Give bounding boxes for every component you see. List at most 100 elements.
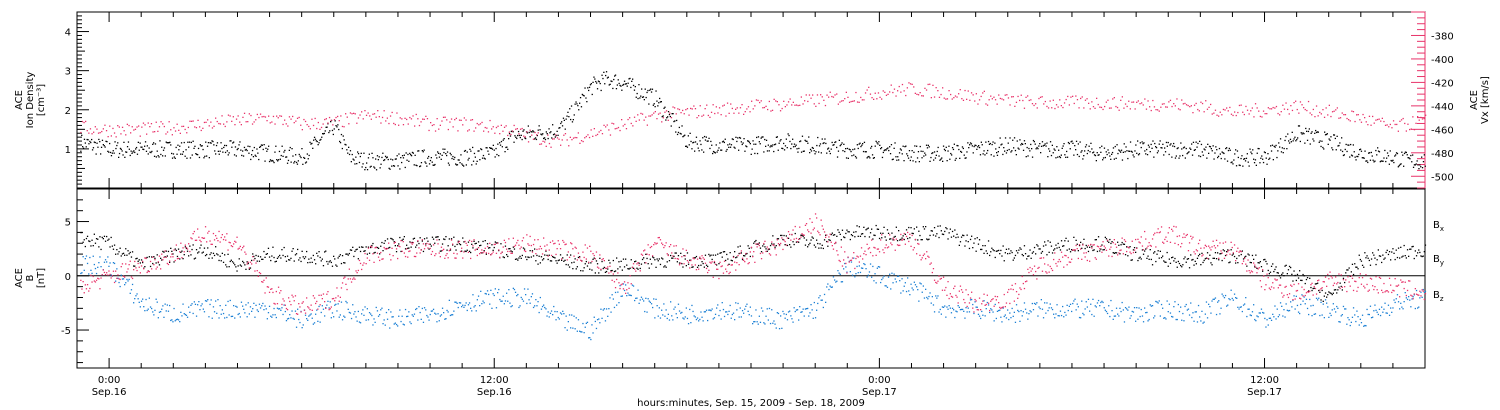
- series-by-point: [497, 292, 499, 294]
- series-by-point: [1265, 326, 1267, 328]
- series-bx-point: [876, 228, 878, 230]
- series-by-point: [413, 313, 416, 315]
- series-by-point: [682, 317, 684, 319]
- series-vx-point: [576, 137, 578, 139]
- series-ion-density-point: [1358, 153, 1360, 156]
- series-bx-point: [1311, 289, 1313, 292]
- series-vx-point: [922, 95, 924, 97]
- series-ion-density-point: [914, 145, 916, 147]
- series-vx-point: [1320, 113, 1322, 115]
- series-by-point: [448, 299, 450, 301]
- series-bx-point: [175, 249, 177, 252]
- series-by-point: [1324, 299, 1327, 301]
- series-ion-density-point: [1396, 152, 1399, 155]
- series-ion-density-point: [1380, 160, 1382, 162]
- series-by-point: [935, 295, 937, 297]
- series-bx-point: [135, 258, 137, 260]
- series-by-point: [767, 319, 769, 321]
- series-ion-density-point: [418, 150, 420, 152]
- series-by-point: [517, 293, 519, 296]
- series-by-point: [613, 306, 616, 309]
- series-bx-point: [189, 245, 191, 247]
- series-ion-density-point: [361, 166, 363, 168]
- series-ion-density-point: [810, 150, 813, 152]
- series-by-point: [1338, 321, 1340, 323]
- series-by-point: [641, 298, 644, 300]
- series-ion-density-point: [1182, 147, 1185, 149]
- series-vx-point: [1287, 108, 1289, 111]
- series-vx-point: [1166, 106, 1168, 108]
- series-ion-density-point: [670, 125, 672, 127]
- series-vx-point: [1272, 106, 1274, 109]
- series-ion-density-point: [462, 164, 464, 166]
- series-ion-density-point: [783, 149, 786, 151]
- series-by-point: [99, 256, 101, 258]
- series-by-point: [194, 303, 197, 305]
- series-vx-point: [1195, 102, 1197, 105]
- series-ion-density-point: [1168, 153, 1170, 156]
- series-bx-point: [643, 257, 645, 259]
- series-ion-density-point: [355, 156, 357, 158]
- series-bx-point: [571, 262, 573, 264]
- series-bx-point: [1246, 265, 1248, 267]
- series-vx-point: [356, 122, 358, 124]
- series-ion-density-point: [534, 138, 536, 140]
- series-by-point: [617, 291, 619, 293]
- series-ion-density-point: [813, 150, 815, 152]
- series-bx-point: [388, 247, 390, 249]
- series-vx-point: [128, 124, 130, 127]
- series-ion-density-point: [906, 153, 908, 155]
- series-ion-density-point: [216, 142, 219, 144]
- series-ion-density-point: [1377, 147, 1379, 149]
- series-vx-point: [1184, 102, 1186, 105]
- series-ion-density-point: [1053, 148, 1055, 150]
- series-bx-point: [1015, 250, 1018, 252]
- series-ion-density-point: [755, 143, 757, 145]
- series-vx-point: [1189, 106, 1191, 108]
- series-bx-point: [394, 245, 396, 247]
- series-by-point: [591, 324, 593, 326]
- series-bx-point: [949, 228, 951, 230]
- series-bx-point: [301, 250, 303, 252]
- series-bx-point: [676, 261, 678, 263]
- series-by-point: [466, 309, 468, 312]
- series-vx-point: [1132, 101, 1135, 103]
- series-by-point: [616, 304, 618, 306]
- series-by-point: [113, 262, 116, 265]
- series-ion-density-point: [616, 84, 618, 86]
- series-bx-point: [156, 254, 158, 256]
- series-ion-density-point: [1272, 159, 1274, 161]
- series-vx-point: [561, 139, 563, 141]
- series-by-point: [838, 272, 840, 274]
- series-ion-density-point: [1377, 150, 1380, 152]
- series-ion-density-point: [297, 160, 299, 162]
- series-bx-point: [467, 241, 470, 243]
- series-ion-density-point: [1072, 142, 1074, 144]
- series-ion-density-point: [150, 151, 152, 154]
- series-bx-point: [302, 256, 304, 258]
- series-ion-density-point: [976, 148, 978, 150]
- series-ion-density-point: [1149, 151, 1151, 153]
- series-by-point: [831, 286, 833, 288]
- series-by-point: [1209, 306, 1211, 308]
- series-by-point: [120, 274, 122, 276]
- series-vx-point: [406, 118, 408, 121]
- series-ion-density-point: [821, 138, 823, 140]
- series-ion-density-point: [1058, 155, 1061, 158]
- series-bx-point: [1372, 252, 1374, 254]
- series-bx-point: [873, 234, 875, 236]
- series-vx-point: [996, 103, 998, 105]
- series-vx-point: [1410, 128, 1412, 130]
- series-ion-density-point: [100, 153, 102, 155]
- series-vx-point: [444, 116, 446, 118]
- series-by-point: [122, 278, 125, 280]
- series-ion-density-point: [649, 89, 651, 91]
- series-bx-point: [623, 266, 626, 268]
- series-bx-point: [902, 235, 904, 237]
- series-vx-point: [1229, 106, 1231, 109]
- series-vx-point: [905, 94, 907, 97]
- series-bx-point: [173, 261, 175, 263]
- series-by-point: [865, 268, 867, 270]
- series-ion-density-point: [905, 145, 907, 147]
- series-ion-density-point: [1145, 153, 1147, 155]
